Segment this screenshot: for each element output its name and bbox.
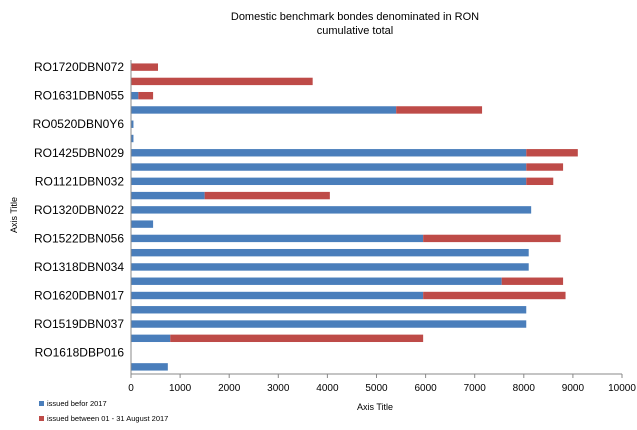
y-tick-label: RO1318DBN034 xyxy=(34,260,124,274)
bar-before-2017-0 xyxy=(131,363,168,371)
y-tick-label: RO1425DBN029 xyxy=(34,146,124,160)
bar-before-2017-18 xyxy=(131,106,397,114)
bar-before-2017-19 xyxy=(131,91,139,100)
y-tick-label: RO1618DBP016 xyxy=(35,346,125,360)
y-tick-label: RO1121DBN032 xyxy=(35,174,124,188)
x-tick-label: 10000 xyxy=(608,383,636,394)
legend-swatch-0 xyxy=(39,401,44,406)
x-tick-label: 3000 xyxy=(267,383,290,394)
bar-before-2017-10 xyxy=(131,220,154,228)
bar-august-2017-15 xyxy=(526,149,578,157)
x-axis-title: Axis Title xyxy=(357,402,393,412)
x-tick-labels: 0 1000 2000 3000 4000 5000 6000 7000 8000 9000 100… xyxy=(128,374,636,394)
bar-before-2017-7 xyxy=(131,263,529,271)
legend-label-1: issued between 01 - 31 August 2017 xyxy=(47,414,168,423)
y-tick-labels: RO1618DBP016 RO1519DBN037 RO1620DBN017 RO13… xyxy=(33,60,125,359)
legend-label-0: issued befor 2017 xyxy=(47,399,107,408)
y-tick-label: RO1631DBN055 xyxy=(34,89,124,103)
x-tick-label: 9000 xyxy=(562,383,585,394)
y-tick-label: RO1620DBN017 xyxy=(34,289,124,303)
x-tick-label: 4000 xyxy=(316,383,339,394)
bar-august-2017-20 xyxy=(131,77,313,86)
x-tick-label: 7000 xyxy=(464,383,487,394)
y-tick-label: RO1522DBN056 xyxy=(34,231,124,245)
bar-before-2017-9 xyxy=(131,234,424,243)
bar-august-2017-14 xyxy=(526,163,564,171)
bar-before-2017-12 xyxy=(131,191,205,200)
legend-swatch-1 xyxy=(39,416,44,421)
chart-title: Domestic benchmark bondes denominated in… xyxy=(231,11,479,23)
bar-august-2017-6 xyxy=(501,277,564,285)
bar-before-2017-6 xyxy=(131,277,502,285)
x-tick-label: 8000 xyxy=(513,383,536,394)
chart-subtitle: cumulative total xyxy=(317,25,393,37)
y-tick-label: RO1720DBN072 xyxy=(34,60,124,74)
bar-before-2017-14 xyxy=(131,163,527,171)
bar-before-2017-16 xyxy=(131,134,134,143)
x-tick-label: 5000 xyxy=(365,383,388,394)
bar-august-2017-21 xyxy=(131,63,159,71)
x-tick-label: 0 xyxy=(128,383,134,394)
bar-before-2017-11 xyxy=(131,206,532,214)
x-tick-label: 1000 xyxy=(169,383,192,394)
x-tick-label: 6000 xyxy=(414,383,437,394)
bar-before-2017-2 xyxy=(131,334,171,343)
bar-august-2017-12 xyxy=(204,191,330,200)
y-tick-label: RO1519DBN037 xyxy=(34,317,124,331)
legend: issued befor 2017 issued between 01 - 31 … xyxy=(39,399,168,423)
bar-august-2017-19 xyxy=(138,91,154,100)
bar-august-2017-5 xyxy=(423,291,566,300)
y-axis-title: Axis Title xyxy=(9,197,19,233)
x-tick-label: 2000 xyxy=(218,383,241,394)
y-tick-label: RO0520DBN0Y6 xyxy=(33,117,125,131)
bar-before-2017-8 xyxy=(131,248,529,257)
bar-before-2017-4 xyxy=(131,306,527,314)
bar-before-2017-5 xyxy=(131,291,424,300)
bar-august-2017-18 xyxy=(396,106,483,114)
bar-august-2017-13 xyxy=(526,177,554,186)
bar-before-2017-15 xyxy=(131,149,527,157)
bar-before-2017-13 xyxy=(131,177,527,186)
bar-before-2017-17 xyxy=(131,120,134,128)
bar-august-2017-9 xyxy=(423,234,561,243)
y-tick-label: RO1320DBN022 xyxy=(34,203,124,217)
bar-before-2017-3 xyxy=(131,320,527,328)
bar-august-2017-2 xyxy=(170,334,424,343)
bars-group xyxy=(131,63,578,371)
